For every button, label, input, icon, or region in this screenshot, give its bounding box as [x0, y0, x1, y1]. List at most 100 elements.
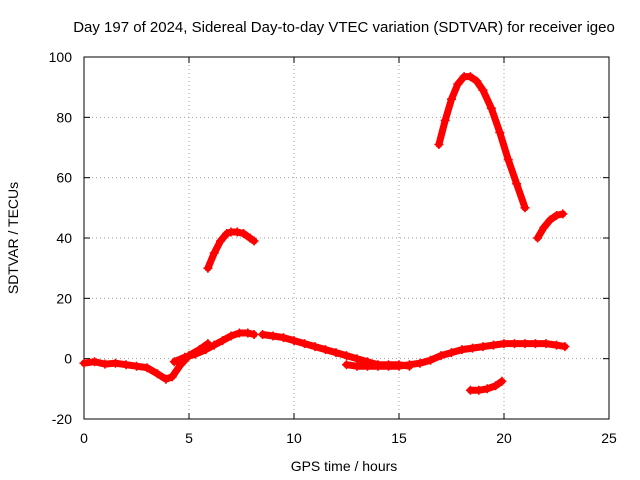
- x-axis-label: GPS time / hours: [291, 458, 398, 474]
- data-point: [499, 339, 509, 349]
- data-point: [289, 336, 299, 346]
- data-point: [491, 381, 501, 391]
- data-point: [342, 360, 351, 370]
- data-point: [497, 376, 507, 386]
- y-tick-label: 80: [56, 109, 72, 125]
- data-point: [226, 331, 236, 341]
- data-point: [132, 361, 141, 371]
- y-tick-label: -20: [52, 411, 72, 427]
- data-point: [258, 330, 267, 339]
- series-arc-upper-b: [434, 72, 530, 213]
- series-arc-baseline-2: [169, 328, 259, 367]
- data-point: [321, 345, 330, 355]
- data-point: [503, 155, 513, 165]
- data-point: [234, 328, 244, 338]
- data-point: [510, 339, 519, 349]
- data-point: [426, 355, 435, 365]
- data-point: [111, 358, 120, 368]
- data-point: [201, 345, 211, 355]
- data-point: [531, 339, 540, 349]
- y-tick-label: 20: [56, 290, 72, 306]
- data-point: [180, 352, 190, 362]
- data-point: [331, 348, 341, 358]
- data-point: [512, 179, 522, 189]
- y-tick-label: 40: [56, 230, 72, 246]
- data-point: [300, 339, 309, 349]
- y-tick-labels: -20 0 20 40 60 80 100: [49, 49, 73, 427]
- data-point: [541, 339, 551, 349]
- data-point: [474, 385, 484, 395]
- data-point: [447, 94, 456, 104]
- x-tick-labels: 0 5 10 15 20 25: [80, 430, 617, 446]
- series-arc-upper-c: [533, 209, 568, 243]
- data-point: [495, 127, 505, 137]
- x-tick-label: 25: [601, 430, 617, 446]
- data-point: [79, 358, 89, 368]
- y-tick-label: 100: [49, 49, 73, 65]
- y-tick-label: 60: [56, 170, 72, 186]
- data-point: [352, 361, 362, 371]
- data-point: [279, 333, 288, 343]
- data-point: [539, 222, 549, 232]
- data-point: [472, 76, 482, 86]
- data-point: [552, 340, 561, 350]
- data-point: [560, 342, 570, 352]
- data-point: [478, 342, 488, 352]
- data-point: [394, 361, 404, 371]
- data-point: [545, 215, 555, 225]
- data-point: [90, 357, 99, 367]
- data-point: [415, 358, 425, 368]
- data-point: [268, 331, 278, 341]
- data-point: [243, 328, 253, 338]
- data-point: [249, 330, 259, 339]
- y-axis-label: SDTVAR / TECUs: [5, 182, 21, 294]
- axis-ticks: [83, 56, 610, 420]
- data-point: [121, 360, 131, 370]
- data-point: [436, 351, 446, 361]
- data-point: [478, 85, 488, 95]
- data-point: [373, 361, 383, 371]
- data-point: [457, 345, 467, 355]
- data-point: [440, 115, 450, 125]
- series-arc-baseline-1: [79, 339, 213, 384]
- series-arc-baseline-4: [342, 339, 570, 371]
- data-point: [342, 351, 351, 361]
- data-point: [169, 357, 179, 367]
- x-tick-label: 0: [80, 430, 88, 446]
- series-arc-upper-a: [203, 227, 259, 273]
- data-point: [520, 339, 530, 349]
- data-point: [100, 359, 110, 369]
- data-point: [222, 229, 232, 238]
- data-point: [142, 363, 152, 373]
- data-point: [558, 209, 568, 219]
- data-point: [167, 372, 177, 382]
- data-point: [447, 348, 456, 358]
- data-point: [453, 79, 463, 89]
- grid-lines: [84, 57, 609, 419]
- data-point: [520, 203, 530, 213]
- data-series: [79, 72, 570, 395]
- x-tick-label: 15: [391, 430, 407, 446]
- data-point: [153, 369, 162, 379]
- data-point: [434, 140, 444, 149]
- data-point: [465, 385, 475, 395]
- y-tick-label: 0: [64, 351, 72, 367]
- data-point: [239, 229, 249, 238]
- data-point: [552, 210, 561, 220]
- data-point: [190, 349, 200, 359]
- chart-title: Day 197 of 2024, Sidereal Day-to-day VTE…: [73, 19, 615, 36]
- data-point: [533, 233, 543, 243]
- series-arc-lower: [465, 376, 507, 395]
- data-point: [384, 361, 393, 371]
- x-tick-label: 10: [286, 430, 302, 446]
- data-point: [209, 340, 219, 350]
- data-point: [203, 263, 213, 273]
- data-point: [468, 343, 477, 353]
- data-point: [363, 361, 372, 371]
- x-tick-label: 20: [496, 430, 512, 446]
- data-point: [161, 374, 171, 384]
- data-point: [489, 340, 498, 350]
- data-point: [486, 103, 496, 113]
- data-point: [310, 342, 320, 352]
